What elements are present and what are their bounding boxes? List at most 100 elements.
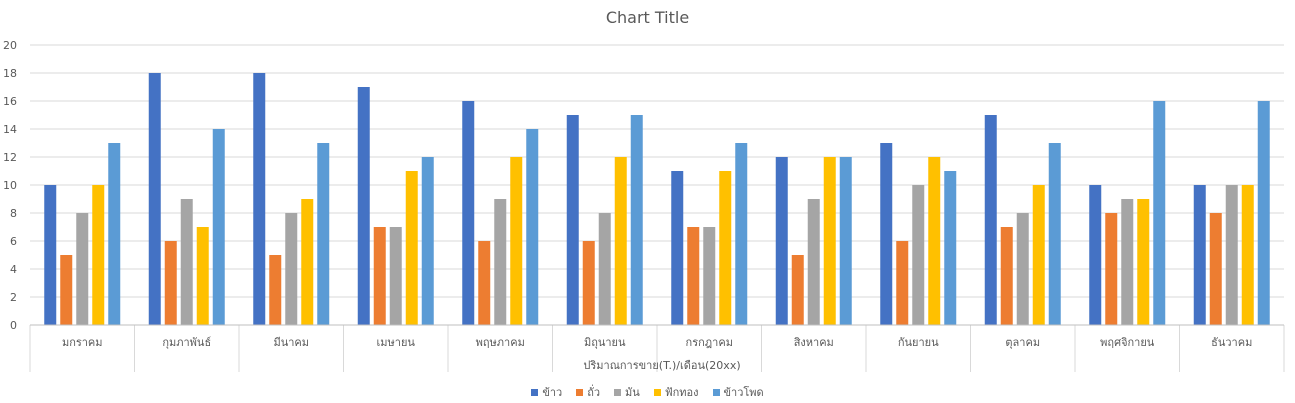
bar-9-3 <box>1032 185 1045 325</box>
bar-1-2 <box>180 199 193 325</box>
bar-7-2 <box>807 199 820 325</box>
bar-5-0 <box>566 115 579 325</box>
bar-2-4 <box>317 143 330 325</box>
bar-6-4 <box>735 143 748 325</box>
bar-5-1 <box>582 241 595 325</box>
bar-6-0 <box>671 171 684 325</box>
bar-3-0 <box>357 87 370 325</box>
bar-11-2 <box>1225 185 1238 325</box>
bar-4-3 <box>510 157 523 325</box>
bar-10-1 <box>1105 213 1118 325</box>
bar-0-2 <box>76 213 89 325</box>
bar-9-2 <box>1016 213 1029 325</box>
bar-2-1 <box>269 255 282 325</box>
bar-1-4 <box>212 129 225 325</box>
y-tick-label: 16 <box>3 95 17 108</box>
bar-0-1 <box>60 255 73 325</box>
x-tick-label: มิถุนายน <box>584 336 626 349</box>
bar-11-1 <box>1209 213 1222 325</box>
bar-4-0 <box>462 101 475 325</box>
bar-6-1 <box>687 227 700 325</box>
x-axis-label: ปริมาณการขาย(T.)/เดือน(20xx) <box>583 359 740 372</box>
axes: 0 2 4 6 8 10 12 14 16 18 20 มกราคม กุมภาพันธ์ มีนาคม เ… <box>3 39 1285 372</box>
x-tick-label: กุมภาพันธ์ <box>162 336 211 349</box>
bar-0-4 <box>108 143 121 325</box>
x-tick-label: ตุลาคม <box>1005 336 1040 349</box>
y-tick-label: 12 <box>3 151 17 164</box>
bar-8-0 <box>880 143 893 325</box>
bar-7-0 <box>775 157 788 325</box>
x-tick-label: กันยายน <box>898 336 939 349</box>
bar-3-3 <box>405 171 418 325</box>
bars <box>44 73 1270 325</box>
x-tick-label: มกราคม <box>62 336 103 349</box>
legend-label: ข้าว <box>542 386 563 399</box>
legend-item: มัน <box>614 383 640 401</box>
y-tick-label: 14 <box>3 123 17 136</box>
bar-5-2 <box>598 213 611 325</box>
y-tick-label: 10 <box>3 179 17 192</box>
x-tick-label: กรกฎาคม <box>686 336 733 349</box>
bar-10-3 <box>1137 199 1150 325</box>
x-tick-label: สิงหาคม <box>793 336 833 349</box>
y-tick-label: 2 <box>10 291 17 304</box>
legend-item: ข้าว <box>531 383 562 401</box>
bar-8-1 <box>896 241 909 325</box>
legend-item: ฟักทอง <box>653 383 699 401</box>
bar-1-0 <box>148 73 161 325</box>
legend-item: ถั่ว <box>576 383 600 401</box>
bar-1-3 <box>196 227 209 325</box>
bar-9-0 <box>984 115 997 325</box>
x-tick-label: มีนาคม <box>273 336 309 349</box>
x-tick-label: พฤษภาคม <box>476 336 525 349</box>
legend-label: ฟักทอง <box>664 386 699 399</box>
y-tick-label: 6 <box>10 235 17 248</box>
bar-3-2 <box>389 227 402 325</box>
legend-swatch <box>653 388 661 396</box>
x-tick-label: เมษายน <box>377 336 416 349</box>
bar-8-3 <box>928 157 941 325</box>
bar-3-1 <box>373 227 386 325</box>
legend-swatch <box>576 388 584 396</box>
y-tick-label: 4 <box>10 263 17 276</box>
bar-10-4 <box>1153 101 1166 325</box>
y-tick-label: 18 <box>3 67 17 80</box>
y-tick-label: 0 <box>10 319 17 332</box>
bar-0-3 <box>92 185 105 325</box>
x-tick-label: ธันวาคม <box>1211 336 1252 349</box>
legend-swatch <box>614 388 622 396</box>
bar-1-1 <box>164 241 177 325</box>
chart-title: Chart Title <box>605 8 690 27</box>
bar-6-3 <box>719 171 732 325</box>
legend-swatch <box>531 388 539 396</box>
legend-item: ข้าวโพด <box>712 383 764 401</box>
bar-11-3 <box>1241 185 1254 325</box>
bar-5-3 <box>614 157 627 325</box>
legend-label: ข้าวโพด <box>723 386 764 399</box>
legend: ข้าว ถั่ว มัน ฟักทอง ข้าวโพด <box>0 383 1295 401</box>
bar-6-2 <box>703 227 716 325</box>
bar-10-2 <box>1121 199 1134 325</box>
bar-0-0 <box>44 185 57 325</box>
bar-2-0 <box>253 73 266 325</box>
legend-label: ถั่ว <box>587 386 601 399</box>
bar-9-1 <box>1000 227 1013 325</box>
bar-2-2 <box>285 213 298 325</box>
y-tick-label: 8 <box>10 207 17 220</box>
bar-7-3 <box>823 157 836 325</box>
legend-label: มัน <box>625 386 640 399</box>
x-tick-label: พฤศจิกายน <box>1100 336 1155 349</box>
bar-4-4 <box>526 129 539 325</box>
bar-3-4 <box>421 157 434 325</box>
bar-11-4 <box>1257 101 1270 325</box>
bar-9-4 <box>1048 143 1061 325</box>
bar-4-2 <box>494 199 507 325</box>
bar-8-4 <box>944 171 957 325</box>
bar-2-3 <box>301 199 314 325</box>
y-tick-label: 20 <box>3 39 17 52</box>
bar-7-4 <box>839 157 852 325</box>
bar-4-1 <box>478 241 491 325</box>
legend-swatch <box>712 388 720 396</box>
bar-8-2 <box>912 185 925 325</box>
